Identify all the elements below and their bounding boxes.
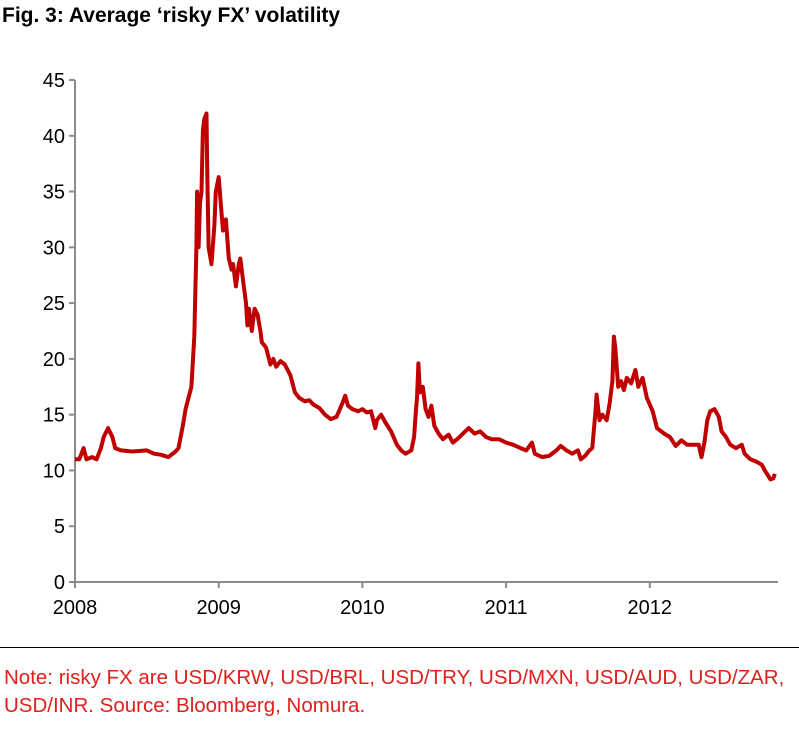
y-tick-label: 0: [54, 572, 65, 594]
y-tick-label: 30: [43, 237, 65, 259]
divider: [0, 647, 799, 648]
y-tick-label: 20: [43, 349, 65, 371]
x-tick-label: 2009: [196, 597, 241, 619]
y-tick-label: 45: [43, 70, 65, 92]
series-line: [75, 111, 777, 482]
y-tick-label: 25: [43, 293, 65, 315]
x-tick-label: 2008: [53, 597, 98, 619]
line-chart: 0 5 10 15 20 25 30 35 40 45 2008 2009 2010 2011 2012: [43, 70, 778, 619]
y-tick-label: 40: [43, 126, 65, 148]
chart-title: Fig. 3: Average ‘risky FX’ volatility: [2, 4, 341, 27]
x-tick-label: 2010: [340, 597, 385, 619]
x-tick-label: 2012: [628, 597, 673, 619]
x-tick-label: 2011: [485, 597, 528, 619]
y-tick-label: 35: [43, 182, 65, 204]
y-tick-label: 15: [43, 405, 65, 427]
y-tick-label: 5: [54, 516, 65, 538]
chart-note: Note: risky FX are USD/KRW, USD/BRL, USD…: [4, 666, 785, 717]
y-tick-label: 10: [43, 460, 65, 482]
